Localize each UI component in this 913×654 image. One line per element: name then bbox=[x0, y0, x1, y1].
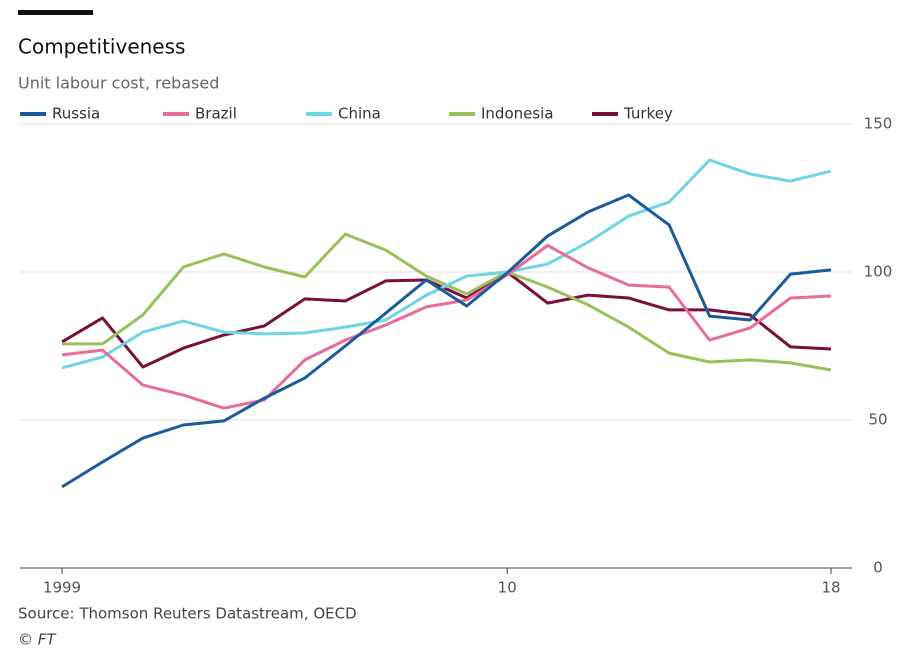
legend-label: Turkey bbox=[623, 105, 673, 123]
legend-label: Indonesia bbox=[481, 105, 554, 123]
y-tick-label: 50 bbox=[868, 411, 887, 429]
y-tick-label: 0 bbox=[873, 559, 883, 577]
series-line bbox=[61, 243, 832, 410]
legend-label: China bbox=[338, 105, 381, 123]
series-line bbox=[61, 270, 832, 369]
brand-bar bbox=[18, 10, 93, 15]
x-tick-label: 1999 bbox=[43, 579, 81, 597]
y-tick-label: 150 bbox=[864, 115, 893, 133]
series-line bbox=[61, 158, 832, 370]
x-tick-label: 10 bbox=[498, 579, 517, 597]
series-line bbox=[61, 193, 832, 489]
credit: © FT bbox=[18, 631, 57, 649]
source: Source: Thomson Reuters Datastream, OECD bbox=[18, 605, 357, 623]
chart-title: Competitiveness bbox=[18, 35, 185, 59]
y-tick-label: 100 bbox=[864, 263, 893, 281]
legend-label: Brazil bbox=[195, 105, 237, 123]
legend-label: Russia bbox=[52, 105, 100, 123]
chart-subtitle: Unit labour cost, rebased bbox=[18, 74, 219, 93]
x-tick-label: 18 bbox=[821, 579, 840, 597]
